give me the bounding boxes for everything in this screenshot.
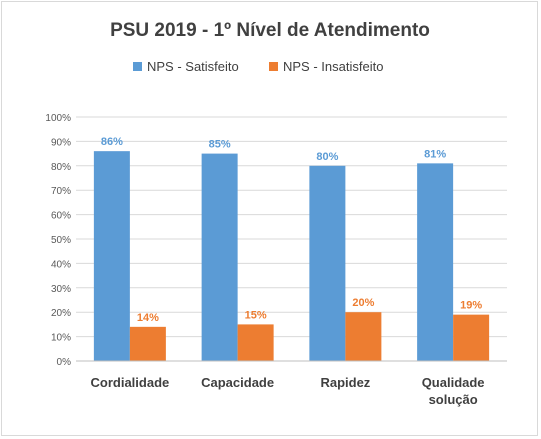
data-label: 15% — [245, 309, 267, 321]
legend-swatch-2 — [269, 62, 278, 71]
bar-insatisfeito — [129, 326, 166, 361]
bar-insatisfeito — [453, 314, 490, 361]
data-label: 20% — [352, 297, 374, 309]
x-category-line: Rapidez — [320, 375, 370, 390]
data-label: 81% — [424, 148, 446, 160]
data-label: 80% — [316, 151, 338, 163]
bar-satisfeito — [93, 151, 130, 361]
y-tick-label: 80% — [51, 162, 71, 173]
y-tick-label: 0% — [57, 357, 72, 368]
y-tick-label: 90% — [51, 137, 71, 148]
chart-title: PSU 2019 - 1º Nível de Atendimento — [110, 20, 430, 41]
chart-legend: NPS - Satisfeito NPS - Insatisfeito — [133, 59, 383, 74]
x-category-line: Cordialidade — [91, 375, 170, 390]
y-tick-label: 50% — [51, 235, 71, 246]
y-tick-label: 100% — [45, 113, 71, 124]
y-tick-label: 60% — [51, 211, 71, 222]
x-category-label: Qualidade solução — [422, 375, 485, 407]
x-category-label: Cordialidade — [91, 375, 170, 390]
bar-insatisfeito — [345, 312, 382, 361]
y-tick-label: 20% — [51, 308, 71, 319]
x-axis: Cordialidade Capacidade Rapidez Qualidade so… — [76, 360, 507, 407]
bar-satisfeito — [417, 163, 454, 361]
x-category-line: Qualidade — [422, 375, 485, 390]
data-label: 85% — [209, 139, 231, 151]
bar-insatisfeito — [237, 324, 274, 361]
x-category-line: Capacidade — [201, 375, 274, 390]
x-category-label: Rapidez — [320, 375, 370, 390]
bar-satisfeito — [201, 153, 238, 361]
y-tick-label: 30% — [51, 284, 71, 295]
data-label: 86% — [101, 136, 123, 148]
legend-label-1: NPS - Satisfeito — [147, 59, 239, 74]
y-axis: 0% 10% 20% 30% 40% 50% 60% 70% 80% 90% 100% — [45, 113, 71, 368]
x-category-line: solução — [429, 392, 478, 407]
legend-swatch-1 — [133, 62, 142, 71]
data-label: 14% — [137, 312, 159, 324]
bar-satisfeito — [309, 165, 346, 361]
bars-group: 86% 14% 85% 15% 80% 20% 81% 19% — [93, 136, 490, 361]
y-tick-label: 10% — [51, 333, 71, 344]
data-label: 19% — [460, 300, 482, 312]
x-category-label: Capacidade — [201, 375, 274, 390]
y-tick-label: 70% — [51, 186, 71, 197]
legend-label-2: NPS - Insatisfeito — [283, 59, 383, 74]
y-tick-label: 40% — [51, 259, 71, 270]
